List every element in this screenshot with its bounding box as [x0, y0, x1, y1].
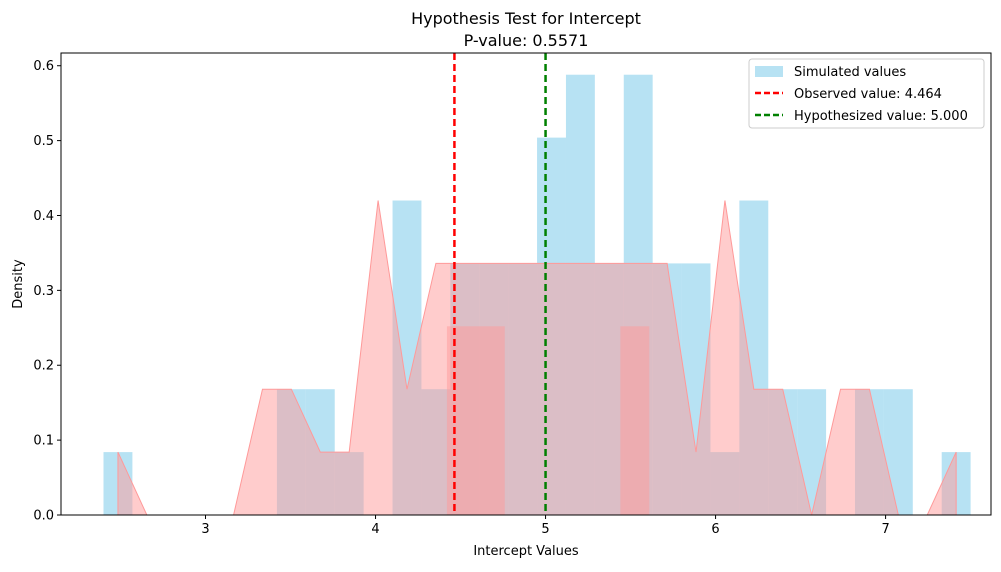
y-tick-label: 0.5 [33, 134, 54, 149]
legend-label-hypothesized: Hypothesized value: 5.000 [794, 109, 968, 124]
legend-swatch-simulated [755, 66, 783, 77]
x-tick-label: 7 [881, 522, 889, 537]
chart-title: Hypothesis Test for Intercept [411, 9, 641, 28]
axis-ticks: 3 4 5 6 7 0.0 0.1 0.2 0.3 0.4 0.5 0.6 [33, 59, 889, 537]
y-tick-label: 0.4 [33, 209, 54, 224]
legend-label-simulated: Simulated values [794, 65, 906, 80]
x-tick-label: 5 [541, 522, 549, 537]
x-tick-label: 3 [201, 522, 209, 537]
legend-box [748, 58, 985, 129]
y-axis-label: Density [11, 259, 26, 309]
legend-label-observed: Observed value: 4.464 [794, 87, 942, 102]
x-tick-label: 4 [371, 522, 379, 537]
legend: Simulated values Observed value: 4.464 H… [748, 58, 985, 129]
x-axis-label: Intercept Values [473, 544, 579, 559]
density-block [446, 326, 505, 515]
y-tick-label: 0.2 [33, 359, 54, 374]
density-area [117, 200, 957, 516]
density-block [620, 326, 650, 515]
y-tick-label: 0.6 [33, 59, 54, 74]
y-tick-label: 0.3 [33, 284, 54, 299]
y-tick-label: 0.0 [33, 509, 54, 524]
plot-frame [60, 52, 992, 516]
plot-area [103, 53, 971, 516]
y-tick-label: 0.1 [33, 434, 54, 449]
chart-subtitle: P-value: 0.5571 [464, 31, 589, 50]
x-tick-label: 6 [711, 522, 719, 537]
